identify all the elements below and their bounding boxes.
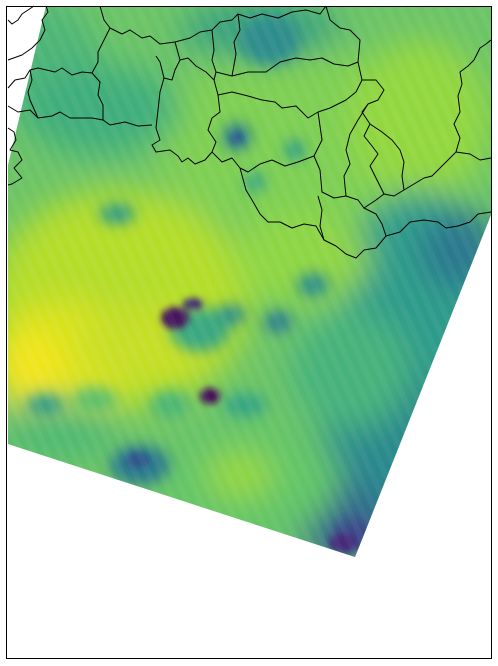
boundary-line	[7, 105, 104, 121]
boundary-line	[213, 71, 217, 81]
boundary-line	[231, 13, 241, 77]
boundary-line	[217, 91, 319, 119]
boundary-line	[7, 67, 93, 89]
boundary-line	[385, 211, 492, 237]
boundary-line	[27, 69, 39, 119]
boundary-line	[211, 111, 323, 173]
boundary-line	[343, 103, 369, 197]
boundary-line	[317, 195, 325, 241]
boundary-line	[453, 39, 492, 153]
boundary-line	[211, 29, 359, 77]
boundary-line	[99, 5, 176, 45]
admin-boundaries	[7, 5, 492, 259]
boundary-line	[317, 5, 363, 113]
boundary-line	[174, 5, 327, 43]
boundary-line	[91, 27, 111, 74]
map-frame-border	[6, 6, 492, 659]
boundary-line	[7, 5, 35, 25]
boundary-line	[369, 123, 405, 191]
boundary-line	[7, 5, 49, 61]
boundary-line	[363, 151, 492, 209]
boundary-line	[151, 57, 221, 165]
boundary-line	[7, 127, 23, 186]
